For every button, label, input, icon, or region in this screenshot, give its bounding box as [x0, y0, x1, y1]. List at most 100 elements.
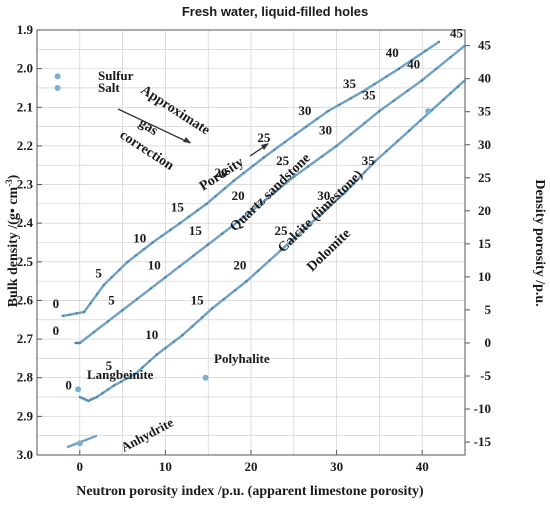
y-tick-label: 2.5	[17, 254, 34, 269]
y2-axis-label: Density porosity /p.u.	[532, 179, 547, 306]
porosity-value-label: 10	[145, 327, 158, 342]
curve-tick	[106, 320, 110, 323]
curve-tick	[164, 276, 167, 279]
polyhalite-label: Polyhalite	[214, 351, 270, 366]
gas-correction-arrow	[117, 108, 191, 144]
curve-tick	[134, 254, 138, 257]
curve-tick	[118, 268, 121, 271]
y-axis-label: Bulk density /(g• cm-3)	[4, 174, 21, 307]
porosity-value-label: 10	[148, 258, 161, 273]
curve-tick	[102, 283, 105, 287]
y-axis-label-main: Bulk density /(g• cm	[6, 187, 21, 308]
porosity-value-label: 5	[106, 358, 113, 373]
porosity-arrowhead	[261, 143, 269, 150]
point-unlabeled	[425, 108, 432, 115]
dolomite-label: Dolomite	[304, 226, 354, 275]
curve-tick	[81, 397, 84, 400]
x-axis-ticks: 0 10 20 30 40	[77, 450, 429, 474]
curve-tick	[268, 259, 271, 262]
curve-tick	[75, 312, 79, 315]
curve-tick	[169, 228, 172, 231]
porosity-value-label: 15	[189, 223, 203, 238]
y2-tick-label: 0	[485, 335, 492, 350]
curve-tick	[222, 298, 225, 301]
curve-tick	[207, 243, 210, 246]
curve-tick	[92, 397, 96, 400]
curve-tick	[249, 210, 253, 213]
curve-tick	[338, 103, 341, 106]
x-tick-label: 0	[77, 459, 84, 474]
curve-tick	[292, 175, 295, 179]
curve-tick	[353, 180, 357, 184]
curve-tick	[121, 308, 124, 312]
y2-tick-label: 25	[478, 170, 492, 185]
curve-tick	[385, 75, 388, 78]
curve-tick	[408, 129, 411, 132]
curve-tick	[181, 334, 184, 337]
x-tick-label: 30	[330, 459, 343, 474]
porosity-value-label: 20	[215, 165, 228, 180]
curve-tick	[411, 58, 414, 61]
curve-tick	[191, 325, 194, 328]
curve-tick	[397, 67, 401, 70]
x-tick-label: 40	[416, 459, 429, 474]
curve-tick	[172, 340, 175, 343]
curve-2	[79, 79, 466, 403]
x-tick-label: 10	[159, 459, 172, 474]
curve-tick	[84, 398, 87, 401]
curve-tick	[326, 109, 330, 113]
curve-tick	[278, 187, 281, 190]
porosity-value-label: 45	[450, 26, 464, 41]
curve-tick	[164, 346, 167, 350]
y2-tick-label: 5	[485, 302, 492, 317]
curve-tick	[205, 202, 208, 206]
y2-tick-label: -15	[474, 434, 492, 449]
porosity-value-label: 15	[191, 292, 205, 307]
curve-tick	[430, 108, 434, 112]
curve-tick	[211, 306, 214, 310]
curve-tick	[178, 221, 182, 225]
y-tick-label: 2.1	[17, 99, 33, 114]
curve-tick	[385, 149, 388, 153]
curve-tick	[302, 228, 305, 232]
x-tick-label: 20	[245, 459, 258, 474]
porosity-value-label: 15	[171, 200, 185, 215]
curve-tick	[349, 97, 352, 100]
porosity-value-label: 5	[108, 292, 115, 307]
porosity-value-label: 25	[274, 223, 288, 238]
curve-tick	[112, 384, 116, 387]
curve-tick	[392, 99, 395, 103]
curve-tick	[149, 287, 153, 290]
porosity-value-label: 30	[317, 188, 330, 203]
chart-title: Fresh water, liquid-filled holes	[182, 4, 368, 19]
porosity-value-label: 0	[65, 377, 72, 392]
y-tick-label: 2.2	[17, 138, 33, 153]
curve-tick	[119, 380, 123, 383]
y2-tick-label: 15	[478, 236, 492, 251]
y-tick-label: 2.8	[17, 370, 34, 385]
curve-tick	[449, 91, 452, 95]
curve-tick	[349, 133, 352, 136]
curve-tick	[437, 40, 441, 44]
porosity-value-label: 40	[407, 57, 420, 72]
curve-tick	[142, 247, 146, 251]
curve-tick	[148, 359, 151, 363]
curve-tick	[263, 198, 267, 202]
curve-tick	[89, 301, 92, 305]
curve-tick	[373, 160, 377, 163]
sulfur-label: Sulfur	[98, 68, 134, 83]
x-axis-label: Neutron porosity index /p.u. (apparent l…	[76, 484, 424, 499]
curve-tick	[305, 125, 308, 128]
y2-tick-label: 40	[478, 71, 491, 86]
curve-tick	[82, 310, 86, 314]
curve-tick	[306, 165, 310, 168]
curve-tick	[89, 398, 93, 401]
mineral-points	[54, 73, 432, 447]
porosity-value-label: 35	[363, 88, 377, 103]
curve-tick	[262, 156, 266, 159]
curve-tick	[252, 164, 255, 167]
curve-tick	[463, 44, 466, 48]
y-tick-label: 3.0	[17, 447, 33, 462]
porosity-value-label: 35	[343, 76, 357, 91]
